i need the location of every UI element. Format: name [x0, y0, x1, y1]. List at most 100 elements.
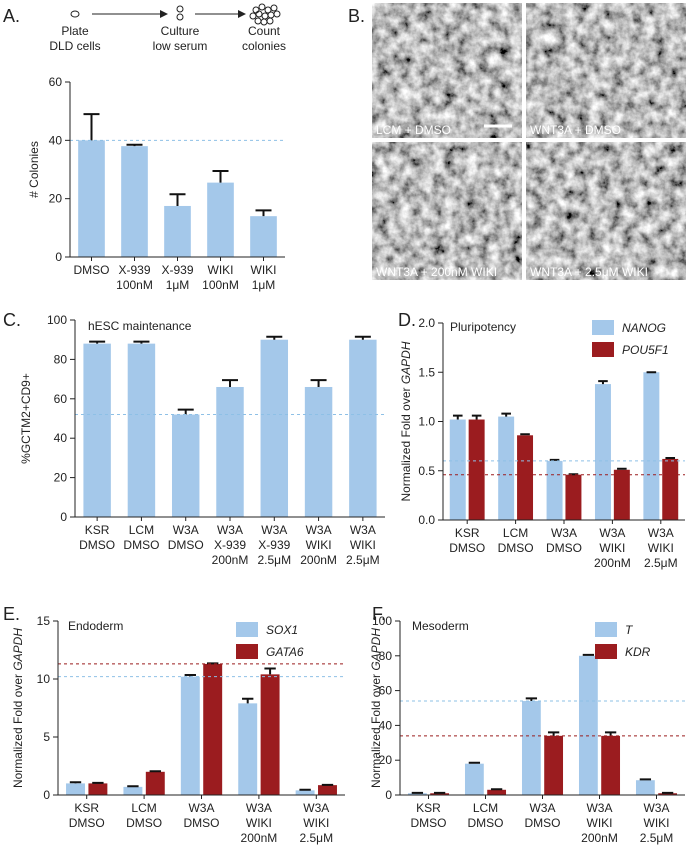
x-tick-label: 200nM: [241, 831, 278, 845]
y-tick-label: 100: [47, 313, 67, 327]
error-bar: [212, 169, 229, 183]
legend-swatch: [592, 320, 614, 335]
panel-letter: D.: [398, 310, 416, 330]
error-bar: [266, 335, 283, 340]
x-tick-label: WIKI: [644, 816, 670, 830]
bar: [546, 460, 563, 520]
x-tick-label: WIKI: [303, 816, 329, 830]
y-tick-label: 15: [37, 614, 51, 628]
micrographs: B. LCM + DMSO WNT3A + DMSO WNT3A + 200nM…: [348, 3, 686, 280]
x-tick-label: W3A: [350, 523, 376, 537]
arrowhead: [238, 10, 246, 18]
cell-icon: [176, 13, 184, 21]
bar: [180, 676, 200, 795]
bar: [216, 386, 244, 517]
bar: [521, 701, 541, 795]
y-tick-label: 40: [54, 431, 68, 445]
x-tick-label: LCM: [131, 801, 156, 815]
arrowhead: [160, 10, 168, 18]
x-tick-label: KSR: [455, 526, 480, 540]
x-tick-label: DMSO: [74, 263, 110, 277]
bar: [83, 343, 111, 517]
cell-icon: [176, 5, 184, 13]
error-bar: [310, 379, 327, 387]
y-tick-label: 40: [49, 133, 63, 147]
x-tick-label: DMSO: [184, 816, 220, 830]
legend-swatch: [236, 644, 258, 659]
error-bar: [92, 781, 104, 784]
bar: [123, 786, 143, 795]
step-label: Count: [248, 24, 281, 38]
bar: [318, 785, 337, 795]
y-tick-label: 1.0: [418, 415, 435, 429]
step-label: Culture: [161, 24, 200, 38]
bar: [304, 386, 333, 517]
x-tick-label: DMSO: [525, 816, 561, 830]
x-tick-label: 2.5μM: [346, 553, 380, 567]
micrograph: [526, 142, 686, 280]
x-tick-label: W3A: [586, 801, 612, 815]
y-tick-label: 0: [55, 250, 62, 264]
error-bar: [520, 433, 530, 436]
chart-title: Endoderm: [68, 619, 123, 633]
bar: [468, 419, 485, 520]
x-tick-label: LCM: [503, 526, 528, 540]
legend-label: NANOG: [622, 321, 666, 335]
x-tick-label: W3A: [303, 801, 329, 815]
legend-swatch: [595, 644, 617, 659]
y-axis-label-part: Normalized Fold over: [369, 671, 383, 788]
x-tick-label: X-939: [118, 263, 150, 277]
x-tick-label: W3A: [246, 801, 272, 815]
bar: [66, 783, 85, 795]
legend-label: SOX1: [266, 623, 298, 637]
x-tick-label: 2.5μM: [644, 556, 678, 570]
x-tick-label: 2.5μM: [257, 553, 291, 567]
panel-letter: E.: [3, 604, 20, 624]
bar: [407, 793, 427, 795]
image-label: WNT3A + 200nM WIKI: [376, 265, 497, 279]
error-bar: [126, 143, 143, 147]
x-tick-label: 200nM: [594, 556, 631, 570]
x-tick-label: 200nM: [581, 831, 618, 845]
y-tick-label: 80: [379, 649, 393, 663]
x-tick-label: DMSO: [168, 538, 204, 552]
error-bar: [354, 335, 371, 340]
bar: [601, 735, 621, 795]
x-tick-label: DMSO: [69, 816, 105, 830]
x-tick-label: 2.5μM: [300, 831, 334, 845]
y-tick-label: 20: [379, 753, 393, 767]
step-label: low serum: [153, 39, 208, 53]
x-tick-label: LCM: [129, 523, 154, 537]
bar: [594, 384, 611, 520]
y-axis-label: %GCTM2+CD9+: [19, 373, 33, 464]
x-tick-label: W3A: [529, 801, 555, 815]
chart-title: Mesoderm: [412, 619, 469, 633]
error-bar: [598, 380, 608, 385]
bar: [171, 414, 200, 517]
step-label: colonies: [242, 39, 286, 53]
error-bar: [468, 761, 481, 764]
x-tick-label: X-939: [258, 538, 290, 552]
y-tick-label: 0: [60, 510, 67, 524]
bar: [464, 763, 484, 795]
bar: [517, 435, 534, 520]
x-tick-label: WIKI: [246, 816, 272, 830]
bar: [238, 703, 258, 795]
y-axis-label-part: GAPDH: [11, 628, 25, 671]
legend-label: T: [625, 623, 634, 637]
panel-letter: A.: [3, 6, 20, 26]
y-tick-label: 0: [385, 788, 392, 802]
y-tick-label: 0: [43, 788, 50, 802]
y-axis-label: Normalized Fold over GAPDH: [369, 628, 383, 788]
legend-label: GATA6: [266, 645, 304, 659]
x-tick-label: KSR: [416, 801, 441, 815]
bar: [662, 458, 679, 520]
error-bar: [299, 788, 311, 791]
y-tick-label: 60: [54, 392, 68, 406]
error-bar: [549, 458, 560, 461]
y-tick-label: 2.0: [418, 316, 435, 330]
x-tick-label: WIKI: [306, 538, 332, 552]
error-bar: [255, 209, 272, 217]
y-axis-label: Normalized Fold over GAPDH: [399, 341, 413, 501]
bar: [613, 469, 630, 520]
